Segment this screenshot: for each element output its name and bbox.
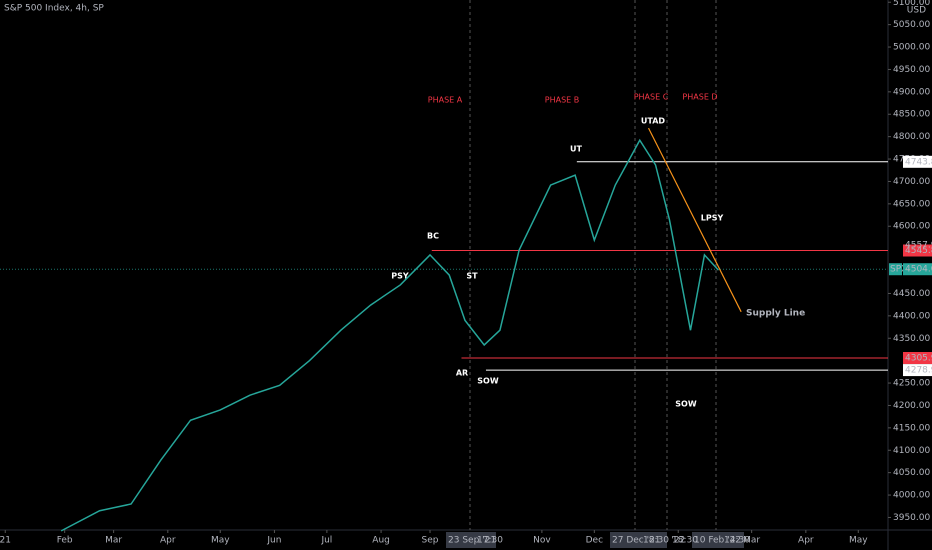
phase-label: PHASE C: [634, 93, 669, 102]
time-label: 18:30: [672, 536, 698, 546]
event-label: SOW: [477, 377, 499, 386]
session-lines: [469, 0, 717, 530]
x-tick-label: Aug: [372, 536, 390, 546]
level-label: 4305.91: [905, 354, 932, 364]
y-tick-label: 4350.00: [893, 334, 930, 344]
event-label: BC: [427, 232, 439, 241]
last-price-label: 4504.07: [905, 265, 932, 275]
event-label: UT: [570, 145, 582, 154]
supply-line-label: Supply Line: [746, 309, 805, 319]
time-label: 27 Dec '21: [612, 536, 661, 546]
last-price-tag: [903, 263, 932, 276]
y-tick-label: 4250.00: [893, 379, 930, 389]
y-tick-label: 5050.00: [893, 20, 930, 30]
currency: USD: [907, 6, 926, 16]
x-tick-label: Apr: [798, 536, 814, 546]
event-label: SOW: [675, 400, 697, 409]
x-tick-label: Jul: [320, 536, 332, 546]
event-label: AR: [456, 369, 468, 378]
y-tick-label: 4150.00: [893, 423, 930, 433]
x-tick-label: Mar: [105, 536, 122, 546]
x-tick-label: '22: [671, 536, 685, 546]
event-label: LPSY: [701, 214, 724, 223]
level-tag: [903, 244, 932, 257]
x-tick-label: May: [849, 536, 868, 546]
time-label: 18:30: [643, 536, 669, 546]
y-tick-label: 4850.00: [893, 110, 930, 120]
y-tick-label: 5100.00: [893, 0, 930, 8]
y-tick-label: 4800.00: [893, 132, 930, 142]
phase-label: PHASE D: [682, 93, 717, 102]
event-label: PSY: [391, 272, 409, 281]
y-tick-label: 4900.00: [893, 87, 930, 97]
level-label: 4743.83: [905, 157, 932, 167]
x-tick-label: Nov: [533, 536, 551, 546]
symbol-tag: [889, 263, 902, 276]
level-label: 4278.94: [905, 366, 932, 376]
marker-price-label: 4557.95: [905, 241, 932, 251]
x-tick-label: Sep: [422, 536, 439, 546]
y-tick-label: 4100.00: [893, 446, 930, 456]
phase-label: PHASE B: [545, 96, 579, 105]
level-label: 4545.85: [905, 246, 932, 256]
y-tick-label: 4600.00: [893, 222, 930, 232]
time-box: [446, 532, 496, 548]
time-label: 10 Feb '22: [694, 536, 741, 546]
time-label: 23 Sep '21: [448, 536, 496, 546]
y-tick-label: 4950.00: [893, 65, 930, 75]
event-label: ST: [466, 272, 478, 281]
y-tick-label: 4450.00: [893, 289, 930, 299]
symbol-label: SPX: [890, 265, 907, 275]
x-tick-label: May: [211, 536, 230, 546]
level-tag: [903, 155, 932, 168]
time-box: [610, 532, 667, 548]
chart-title: S&P 500 Index, 4h, SP: [4, 4, 104, 14]
event-label: UTAD: [641, 117, 666, 126]
supply-line: [647, 127, 742, 313]
price-line: [60, 138, 719, 532]
x-tick-label: Feb: [57, 536, 73, 546]
y-tick-label: 4700.00: [893, 177, 930, 187]
time-label: 14:30: [724, 536, 750, 546]
x-tick-label: Apr: [160, 536, 176, 546]
y-tick-label: 4000.00: [893, 491, 930, 501]
y-tick-label: 5000.00: [893, 43, 930, 53]
x-tick-label: 21: [0, 536, 11, 546]
level-tag: [903, 364, 932, 377]
y-tick-label: 4650.00: [893, 199, 930, 209]
y-tick-label: 4200.00: [893, 401, 930, 411]
x-tick-label: Dec: [586, 536, 603, 546]
x-tick-label: Mar: [743, 536, 760, 546]
y-tick-label: 4050.00: [893, 468, 930, 478]
time-box: [692, 532, 744, 548]
phase-label: PHASE A: [428, 96, 463, 105]
time-label: 17:30: [477, 536, 503, 546]
x-tick-label: Jun: [266, 536, 281, 546]
level-tag: [903, 352, 932, 365]
y-tick-label: 4400.00: [893, 311, 930, 321]
y-tick-label: 3950.00: [893, 513, 930, 523]
